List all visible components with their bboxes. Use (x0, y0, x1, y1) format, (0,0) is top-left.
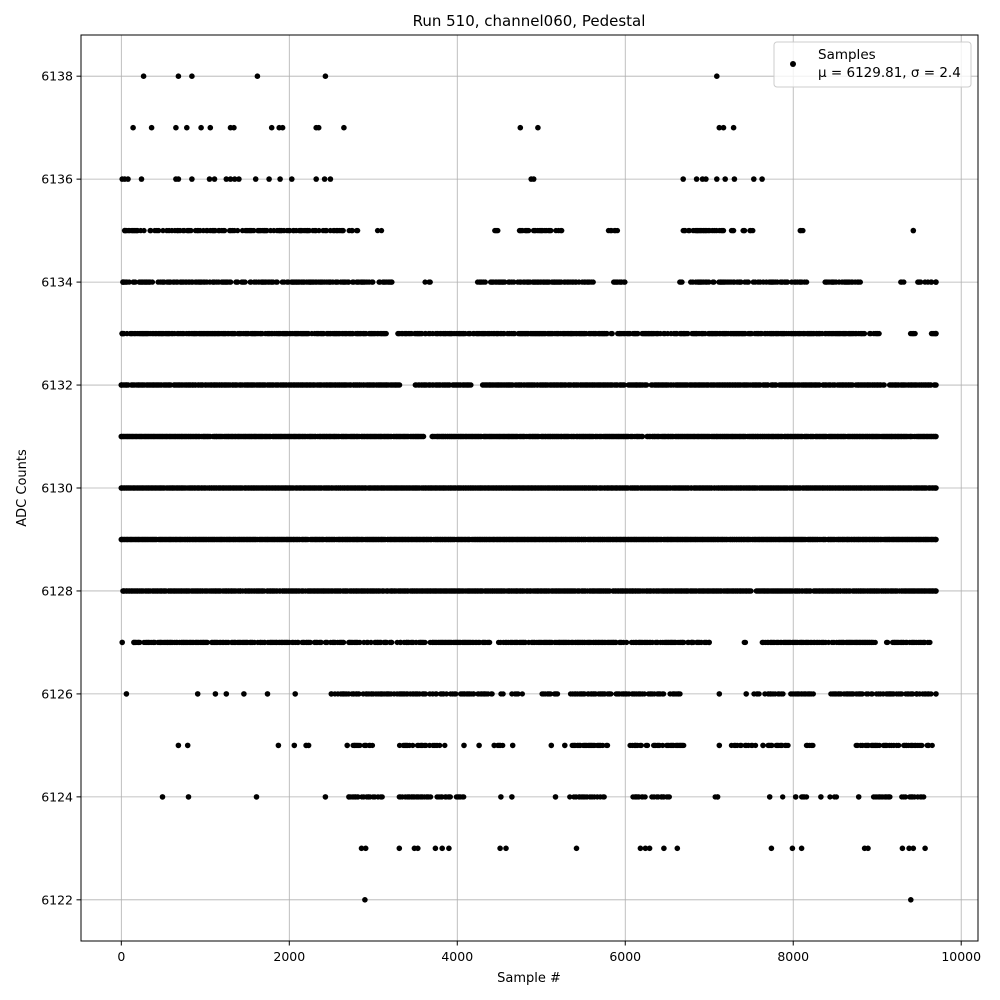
sample-point (383, 330, 389, 337)
sample-point (378, 227, 385, 234)
sample-point (396, 382, 403, 388)
sample-point (188, 227, 194, 234)
sample-point (242, 279, 248, 285)
sample-point (635, 330, 641, 337)
sample-point (901, 279, 907, 285)
sample-point (374, 227, 381, 234)
sample-point (614, 227, 621, 234)
sample-point (160, 227, 166, 234)
sample-point (370, 279, 376, 285)
sample-point (482, 279, 488, 285)
sample-point (316, 227, 322, 234)
sample-point (720, 227, 727, 234)
sample-point (511, 330, 518, 337)
sample-point (346, 279, 352, 285)
sample-point (622, 279, 628, 285)
sample-point (590, 279, 596, 285)
sample-point (784, 279, 791, 285)
sample-point (644, 382, 650, 388)
sample-point (876, 330, 882, 337)
sample-point (526, 227, 532, 234)
sample-point (422, 279, 428, 285)
sample-point (559, 227, 565, 234)
sample-point (803, 279, 810, 285)
sample-point (468, 382, 474, 388)
sample-point (502, 279, 508, 285)
sample-point (928, 279, 935, 285)
sample-point (156, 227, 162, 234)
sample-point (857, 279, 863, 285)
sample-point (881, 382, 887, 388)
sample-point (548, 227, 554, 234)
sample-point (228, 279, 234, 285)
sample-point (389, 279, 395, 285)
sample-point (738, 279, 744, 285)
sample-point (323, 227, 330, 234)
sample-point (349, 227, 355, 234)
sample-point (149, 279, 156, 285)
sample-point (235, 279, 241, 285)
sample-point (264, 227, 270, 234)
sample-point (621, 382, 628, 388)
sample-point (686, 227, 693, 234)
sample-point (148, 227, 154, 234)
sample-point (706, 279, 712, 285)
sample-point (639, 433, 646, 440)
sample-point (685, 330, 691, 337)
sample-point (340, 227, 346, 234)
data-points (118, 73, 939, 903)
sample-point (741, 227, 748, 234)
sample-point (221, 227, 228, 234)
sample-point (800, 227, 806, 234)
sample-point (511, 279, 517, 285)
sample-point (711, 279, 717, 285)
sample-point (861, 330, 868, 337)
sample-point (730, 227, 737, 234)
sample-point (495, 227, 501, 234)
sample-point (912, 330, 918, 337)
sample-point (679, 279, 685, 285)
sample-point (604, 330, 610, 337)
sample-point (750, 227, 756, 234)
sample-point (609, 330, 615, 337)
sample-point (141, 227, 147, 234)
sample-point (420, 433, 427, 440)
sample-point (274, 279, 280, 285)
sample-point (918, 279, 924, 285)
sample-point (427, 279, 433, 285)
sample-point (748, 588, 754, 594)
sample-point (234, 227, 241, 234)
sample-point (354, 227, 361, 234)
sample-point (745, 279, 752, 285)
sample-point (132, 279, 138, 285)
sample-point (126, 279, 132, 285)
sample-point (251, 227, 257, 234)
